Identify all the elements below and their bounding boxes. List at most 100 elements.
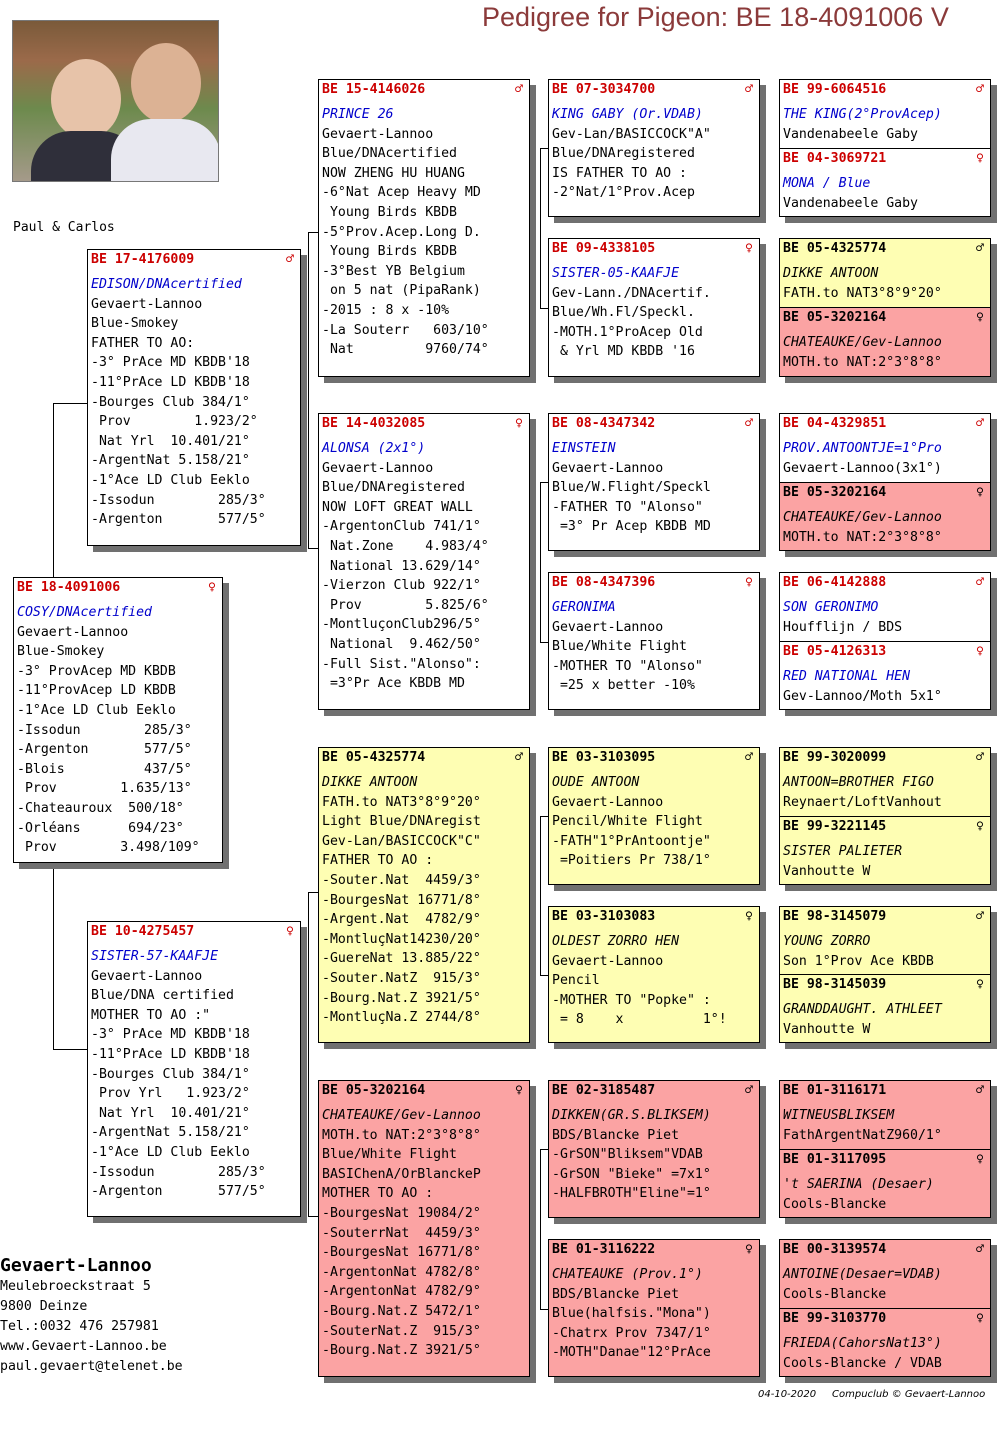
info-line: -Blois 437/5° — [17, 761, 192, 777]
sex-symbol: ♀ — [515, 1083, 523, 1098]
ring-number: BE 10-4275457 — [91, 924, 195, 939]
owner-city: 9800 Deinze — [0, 1299, 88, 1314]
sex-symbol: ♀ — [208, 580, 216, 595]
g4-card[interactable]: BE 05-3202164 ♀ CHATEAUKE/Gev-Lannoo MOTH… — [779, 482, 991, 551]
sex-symbol: ♀ — [976, 819, 984, 834]
ring-number: BE 05-3202164 — [783, 485, 887, 500]
g3-card[interactable]: BE 02-3185487 ♂ DIKKEN(GR.S.BLIKSEM) BDS/… — [548, 1080, 760, 1218]
info-line: Blue-Smokey — [17, 644, 105, 660]
g4-card[interactable]: BE 98-3145039 ♀ GRANDDAUGHT. ATHLEET Vanh… — [779, 974, 991, 1043]
g3-card[interactable]: BE 08-4347396 ♀ GERONIMA Gevaert-Lannoo B… — [548, 572, 760, 710]
info-line: -La Souterr 603/10° — [322, 322, 489, 338]
g4-card[interactable]: BE 05-3202164 ♀ CHATEAUKE/Gev-Lannoo MOTH… — [779, 307, 991, 377]
subject-card[interactable]: BE 18-4091006 ♀ COSY/DNAcertified Gevaert… — [13, 577, 223, 863]
info-line: National 13.629/14° — [322, 558, 481, 574]
info-line: -HALFBROTH"Eline"=1° — [552, 1186, 711, 1202]
info-line: -Bourges Club 384/1° — [91, 394, 250, 410]
info-line: Gevaert-Lannoo(3x1°) — [783, 460, 942, 476]
g3-card[interactable]: BE 01-3116222 ♀ CHATEAUKE (Prov.1°) BDS/B… — [548, 1239, 760, 1377]
info-line: Nat 9760/74° — [322, 342, 489, 358]
connector — [540, 816, 541, 975]
g4-card[interactable]: BE 05-4325774 ♂ DIKKE ANTOON FATH.to NAT3… — [779, 238, 991, 308]
info-line: MOTHER TO AO :" — [91, 1007, 211, 1023]
connector — [540, 482, 549, 483]
owner-website-link[interactable]: www.Gevaert-Lannoo.be — [0, 1339, 167, 1354]
g4-card[interactable]: BE 05-4126313 ♀ RED NATIONAL HEN Gev-Lann… — [779, 641, 991, 710]
info-line: Vandenabeele Gaby — [783, 195, 918, 211]
g3-card[interactable]: BE 08-4347342 ♂ EINSTEIN Gevaert-Lannoo B… — [548, 413, 760, 551]
g3-card[interactable]: BE 07-3034700 ♂ KING GABY (Or.VDAB) Gev-L… — [548, 79, 760, 217]
info-line: -Argenton 577/5° — [91, 512, 266, 528]
pigeon-name: WITNEUSBLIKSEM — [783, 1108, 895, 1123]
info-line: -BourgesNat 16771/8° — [322, 892, 481, 908]
pigeon-name: GRANDDAUGHT. ATHLEET — [783, 1002, 942, 1017]
sex-symbol: ♂ — [745, 82, 753, 97]
info-line: Prov 1.923/2° — [91, 414, 258, 430]
sex-symbol: ♀ — [976, 151, 984, 166]
grandmother-paternal-card[interactable]: BE 14-4032085 ♀ ALONSA (2x1°) Gevaert-Lan… — [318, 413, 530, 710]
info-line: Vandenabeele Gaby — [783, 126, 918, 142]
connector — [540, 482, 541, 642]
pigeon-name: OLDEST ZORRO HEN — [552, 934, 680, 949]
sex-symbol: ♂ — [286, 252, 294, 267]
info-line: -BourgesNat 19084/2° — [322, 1205, 481, 1221]
connector — [540, 308, 549, 309]
pigeon-name: ANTOINE(Desaer=VDAB) — [783, 1267, 942, 1282]
g3-card[interactable]: BE 03-3103095 ♂ OUDE ANTOON Gevaert-Lanno… — [548, 747, 760, 885]
connector — [540, 816, 549, 817]
g4-card[interactable]: BE 98-3145079 ♂ YOUNG ZORRO Son 1°Prov Ac… — [779, 906, 991, 975]
ring-number: BE 08-4347396 — [552, 575, 656, 590]
g4-card[interactable]: BE 99-3103770 ♀ FRIEDA(CahorsNat13°) Cool… — [779, 1308, 991, 1377]
g4-card[interactable]: BE 99-6064516 ♂ THE KING(2°ProvAcep) Vand… — [779, 79, 991, 149]
info-line: -MOTHER TO "Popke" : — [552, 992, 711, 1008]
info-line: -Issodun 285/3° — [91, 1164, 266, 1180]
owners-photo — [12, 20, 219, 182]
owner-street: Meulebroeckstraat 5 — [0, 1279, 151, 1294]
connector — [53, 863, 54, 1049]
owner-email-link[interactable]: paul.gevaert@telenet.be — [0, 1359, 183, 1374]
face-left — [51, 59, 121, 139]
g4-card[interactable]: BE 04-4329851 ♂ PROV.ANTOONTJE=1°Pro Geva… — [779, 413, 991, 483]
grandmother-maternal-card[interactable]: BE 05-3202164 ♀ CHATEAUKE/Gev-Lannoo MOTH… — [318, 1080, 530, 1377]
info-line: NOW ZHENG HU HUANG — [322, 165, 465, 181]
info-line: Nat.Zone 4.983/4° — [322, 538, 489, 554]
g4-pair: BE 00-3139574 ♂ ANTOINE(Desaer=VDAB) Cool… — [779, 1239, 991, 1377]
pigeon-name: COSY/DNAcertified — [17, 605, 152, 620]
info-line: Blue(halfsis."Mona") — [552, 1306, 711, 1322]
info-line: -Bourges Club 384/1° — [91, 1066, 250, 1082]
g4-card[interactable]: BE 99-3020099 ♂ ANTOON=BROTHER FIGO Reyna… — [779, 747, 991, 817]
mother-card[interactable]: BE 10-4275457 ♀ SISTER-57-KAAFJE Gevaert-… — [87, 921, 301, 1217]
info-line: Gevaert-Lannoo — [552, 460, 664, 476]
info-line: -3° PrAce MD KBDB'18 — [91, 1027, 250, 1043]
pigeon-name: YOUNG ZORRO — [783, 934, 871, 949]
info-line: BASIChenA/OrBlanckeP — [322, 1166, 481, 1182]
ring-number: BE 98-3145039 — [783, 977, 887, 992]
info-line: -BourgesNat 16771/8° — [322, 1245, 481, 1261]
ring-number: BE 05-4325774 — [322, 750, 426, 765]
connector — [540, 642, 549, 643]
g4-card[interactable]: BE 99-3221145 ♀ SISTER PALIETER Vanhoutte… — [779, 816, 991, 885]
info-line: -3°Best YB Belgium — [322, 263, 465, 279]
info-line: BDS/Blancke Piet — [552, 1286, 680, 1302]
info-line: Gevaert-Lannoo — [552, 619, 664, 635]
grandfather-paternal-card[interactable]: BE 15-4146026 ♂ PRINCE 26 Gevaert-Lannoo … — [318, 79, 530, 377]
sex-symbol: ♀ — [745, 241, 753, 256]
sex-symbol: ♂ — [515, 82, 523, 97]
g4-card[interactable]: BE 06-4142888 ♂ SON GERONIMO Houfflijn / … — [779, 572, 991, 642]
g4-card[interactable]: BE 01-3116171 ♂ WITNEUSBLIKSEM FathArgent… — [779, 1080, 991, 1150]
g3-card[interactable]: BE 09-4338105 ♀ SISTER-05-KAAFJE Gev-Lann… — [548, 238, 760, 377]
father-card[interactable]: BE 17-4176009 ♂ EDISON/DNAcertified Gevae… — [87, 249, 301, 546]
info-line: -MOTH"Danae"12°PrAce — [552, 1345, 711, 1361]
info-line: NOW LOFT GREAT WALL — [322, 499, 473, 515]
info-line: Gevaert-Lannoo — [91, 968, 203, 984]
g4-card[interactable]: BE 00-3139574 ♂ ANTOINE(Desaer=VDAB) Cool… — [779, 1239, 991, 1309]
sex-symbol: ♀ — [515, 416, 523, 431]
sex-symbol: ♀ — [286, 924, 294, 939]
g4-card[interactable]: BE 01-3117095 ♀ 't SAERINA (Desaer) Cools… — [779, 1149, 991, 1218]
g4-card[interactable]: BE 04-3069721 ♀ MONA / Blue Vandenabeele … — [779, 148, 991, 217]
grandfather-maternal-card[interactable]: BE 05-4325774 ♂ DIKKE ANTOON FATH.to NAT3… — [318, 747, 530, 1043]
g3-card[interactable]: BE 03-3103083 ♀ OLDEST ZORRO HEN Gevaert-… — [548, 906, 760, 1043]
pigeon-name: SON GERONIMO — [783, 600, 879, 615]
pigeon-name: MONA / Blue — [783, 176, 871, 191]
info-line: BDS/Blancke Piet — [552, 1127, 680, 1143]
